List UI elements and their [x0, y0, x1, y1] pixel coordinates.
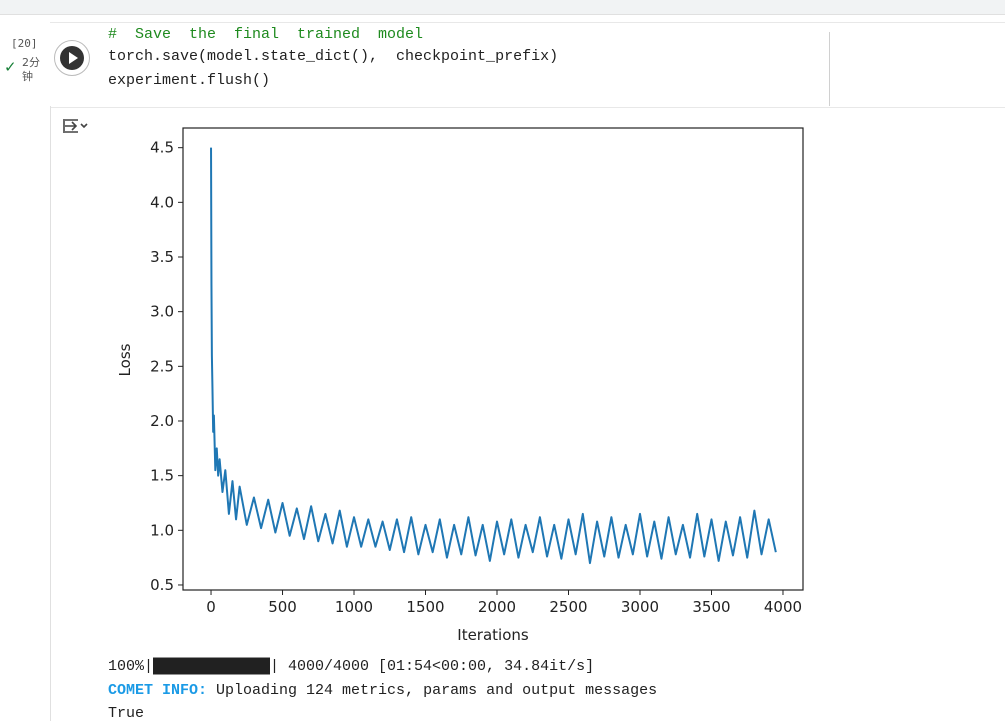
y-tick-label: 4.5: [150, 139, 174, 157]
x-tick-label: 3500: [692, 598, 730, 616]
x-tick-label: 4000: [764, 598, 802, 616]
comet-info: COMET INFO: Uploading 124 metrics, param…: [108, 682, 657, 699]
code-line: torch.save(model.state_dict(), checkpoin…: [108, 48, 559, 65]
x-tick-label: 0: [206, 598, 216, 616]
code-line: experiment.flush(): [108, 72, 271, 89]
y-tick-label: 1.0: [150, 521, 174, 539]
loss-line: [210, 147, 777, 565]
success-check: ✓: [4, 58, 17, 76]
y-tick-label: 4.0: [150, 193, 174, 211]
y-tick-label: 2.5: [150, 357, 174, 375]
y-tick-label: 0.5: [150, 576, 174, 594]
comet-label: COMET INFO:: [108, 682, 208, 699]
code-line: # Save the final trained model: [108, 26, 424, 40]
y-tick-label: 3.5: [150, 248, 174, 266]
x-tick-label: 500: [268, 598, 297, 616]
top-bar: [0, 0, 1005, 15]
y-tick-label: 2.0: [150, 412, 174, 430]
progress-bar: 100%|█████████████| 4000/4000 [01:54<00:…: [108, 658, 595, 675]
x-tick-label: 2000: [478, 598, 516, 616]
x-tick-label: 2500: [549, 598, 587, 616]
duration: 2分钟: [22, 56, 40, 83]
execution-count: [20]: [11, 37, 38, 50]
gutter-line: [50, 106, 51, 721]
run-button[interactable]: [54, 40, 90, 76]
y-tick-label: 1.5: [150, 467, 174, 485]
output-toggle[interactable]: [62, 116, 90, 138]
comet-message: Uploading 124 metrics, params and output…: [207, 682, 658, 699]
x-axis-label: Iterations: [457, 626, 529, 644]
chart: Loss Iterations 0.5 1.0 1.5 2.0 2.5 3.0 3.5 4.0…: [116, 127, 804, 644]
divider: [829, 32, 830, 106]
code-cell: [50, 22, 1005, 108]
y-axis-label: Loss: [116, 343, 134, 376]
y-tick-label: 3.0: [150, 303, 174, 321]
result: True: [108, 705, 145, 722]
run-icon: [60, 46, 84, 70]
plot-frame: [182, 127, 804, 591]
x-tick-label: 1000: [335, 598, 373, 616]
x-tick-label: 1500: [406, 598, 444, 616]
x-tick-label: 3000: [621, 598, 659, 616]
